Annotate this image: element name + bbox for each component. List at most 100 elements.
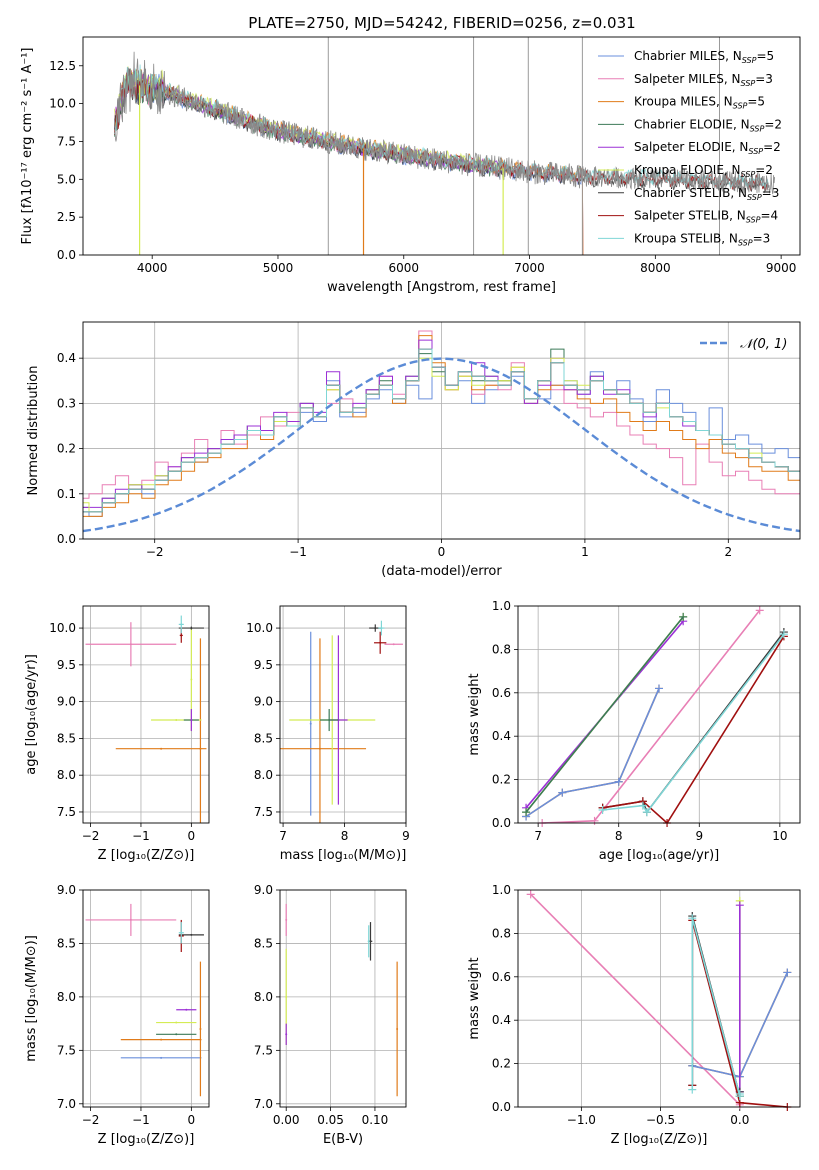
legend-label: Kroupa MILES, NSSP=5 (634, 95, 765, 111)
y-tick-label: 0.1 (57, 487, 76, 501)
y-tick-label: 10.0 (246, 621, 273, 635)
y-tick-label: 9.0 (57, 883, 76, 897)
series-line (525, 688, 660, 818)
x-tick-label: 9 (402, 829, 410, 843)
y-tick-label: 7.5 (254, 805, 273, 819)
data-point (180, 931, 183, 934)
data-point (369, 940, 372, 943)
x-tick-label: −2 (82, 829, 100, 843)
series-line (602, 633, 785, 814)
data-point (285, 1033, 288, 1036)
legend-label: Kroupa ELODIE, NSSP=2 (634, 163, 773, 179)
plus-marker (522, 808, 531, 817)
series-line (602, 635, 785, 825)
plus-marker (755, 606, 764, 615)
x-tick-label: 1 (581, 545, 589, 559)
y-tick-label: 9.0 (57, 695, 76, 709)
plus-marker (735, 1089, 744, 1098)
axes-frame (517, 605, 801, 824)
plus-marker (642, 808, 651, 817)
y-tick-label: 2.5 (57, 210, 76, 224)
x-axis-label: Z [log₁₀(Z/Z⊙)] (611, 1132, 708, 1147)
legend-label: Salpeter STELIB, NSSP=4 (634, 209, 778, 225)
plus-marker (679, 612, 688, 621)
plus-marker (688, 1085, 697, 1094)
axes-frame (82, 889, 210, 1108)
y-tick-label: 7.0 (57, 1097, 76, 1111)
x-tick-label: 9000 (766, 261, 797, 275)
y-tick-label: 10.0 (49, 621, 76, 635)
y-tick-label: 7.5 (57, 805, 76, 819)
y-tick-label: 8.5 (254, 936, 273, 950)
panel-age-vs-mass: 7 8 9 7.5 8.0 8.5 9.0 9.5 10.0 mass [log₁₀(M/M⊙)] (246, 605, 410, 863)
data-point (392, 643, 395, 646)
plus-marker (735, 901, 744, 910)
plus-marker (779, 630, 788, 639)
data-point (160, 1056, 163, 1059)
x-axis-label: mass [log₁₀(M/M⊙)] (280, 848, 407, 863)
plus-marker (638, 801, 647, 810)
model-spectrum-line (114, 66, 505, 173)
x-tick-label: 0 (188, 829, 196, 843)
data-point (160, 1038, 163, 1041)
x-tick-label: 5000 (263, 261, 294, 275)
y-tick-label: 0.2 (57, 442, 76, 456)
data-point (328, 719, 331, 722)
x-tick-label: −2 (146, 545, 164, 559)
y-tick-label: 0.0 (57, 248, 76, 262)
data-point (380, 627, 383, 630)
y-tick-label: 12.5 (49, 59, 76, 73)
data-point (379, 641, 382, 644)
y-tick-label: 9.0 (254, 883, 273, 897)
series-line (525, 616, 684, 813)
x-tick-label: −1 (132, 829, 150, 843)
plus-marker (688, 914, 697, 923)
data-point (190, 933, 193, 936)
y-tick-label: 0.0 (492, 816, 511, 830)
y-tick-label: 8.0 (57, 768, 76, 782)
y-tick-label: 9.0 (254, 695, 273, 709)
data-point (180, 634, 183, 637)
y-tick-label: 8.0 (254, 768, 273, 782)
y-tick-label: 5.0 (57, 172, 76, 186)
axes-frame (82, 36, 801, 256)
y-tick-label: 0.4 (492, 1013, 511, 1027)
gaussian-curve (82, 357, 801, 533)
plus-marker (590, 816, 599, 825)
x-axis-label: (data-model)/error (381, 564, 502, 579)
data-point (190, 719, 193, 722)
x-tick-label: 7000 (514, 261, 545, 275)
x-tick-label: −0.5 (646, 1113, 675, 1127)
x-tick-label: −2 (82, 1113, 100, 1127)
y-axis-label: mass [log₁₀(M/M⊙)] (24, 935, 39, 1062)
legend-label: Chabrier MILES, NSSP=5 (634, 49, 774, 65)
panel-massweight-vs-age: 7 8 9 10 0.0 0.2 0.4 0.6 0.8 1.0 age [log₁₀(age/yr… (467, 599, 801, 863)
panel-mass-vs-z: −2 −1 0 7.0 7.5 8.0 8.5 9.0 Z [log₁₀(Z/Z⊙)] mass … (24, 883, 210, 1147)
data-point (129, 918, 132, 921)
spectrum-legend: Chabrier MILES, NSSP=5 Salpeter MILES, NS… (598, 49, 782, 247)
x-axis-label: Z [log₁₀(Z/Z⊙)] (98, 1132, 195, 1147)
data-point (190, 678, 193, 681)
x-tick-label: 0.10 (362, 1113, 389, 1127)
panel-spectrum: 4000 5000 6000 7000 8000 9000 0.0 2.5 5.0 7.5 10.0… (20, 36, 801, 295)
y-tick-label: 0.8 (492, 642, 511, 656)
y-tick-label: 0.4 (492, 729, 511, 743)
series-line (525, 688, 660, 818)
y-tick-label: 9.5 (254, 658, 273, 672)
data-point (175, 719, 178, 722)
y-tick-label: 7.0 (254, 1097, 273, 1111)
data-point (374, 627, 377, 630)
plus-marker (655, 684, 663, 693)
y-tick-label: 8.0 (254, 990, 273, 1004)
x-tick-label: 10 (772, 829, 787, 843)
y-tick-label: 0.6 (492, 686, 511, 700)
y-tick-label: 0.0 (57, 532, 76, 546)
legend-label: Chabrier STELIB, NSSP=3 (634, 186, 779, 202)
legend-label: Kroupa STELIB, NSSP=3 (634, 231, 770, 247)
series-line (602, 631, 785, 814)
x-tick-label: 8000 (640, 261, 671, 275)
error-bars (85, 615, 207, 823)
y-tick-label: 0.2 (492, 773, 511, 787)
figure-title: PLATE=2750, MJD=54242, FIBERID=0256, z=0… (248, 14, 635, 32)
